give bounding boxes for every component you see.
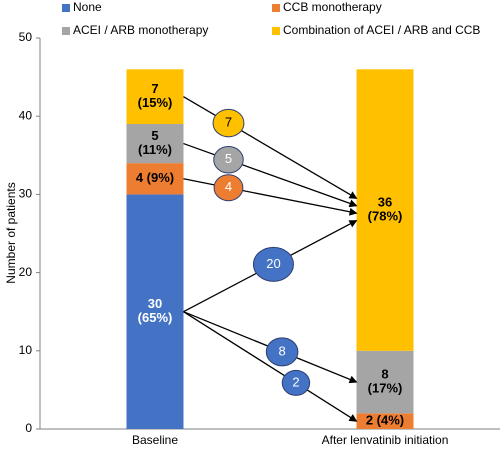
- flow-label: 20: [266, 256, 280, 271]
- flow-arrow: [183, 178, 358, 216]
- legend-swatch: [62, 27, 70, 35]
- x-tick-label: After lenvatinib initiation: [322, 433, 449, 447]
- flow-arrow: [183, 311, 358, 422]
- flow-bubble: [265, 337, 299, 367]
- legend-label: ACEI / ARB monotherapy: [73, 23, 208, 37]
- flow-bubble: [213, 174, 244, 202]
- flow-bubble: [252, 246, 294, 282]
- value-label: (11%): [138, 142, 172, 157]
- flow-label: 2: [292, 374, 299, 389]
- value-label: 36: [378, 194, 392, 209]
- value-label: 4 (9%): [136, 170, 174, 185]
- value-label: 30: [148, 296, 162, 311]
- legend-label: Combination of ACEI / ARB and CCB: [283, 23, 480, 37]
- flow-label: 7: [225, 115, 232, 130]
- bar-segment: [126, 194, 184, 429]
- flow-label: 4: [225, 179, 232, 194]
- value-label: (65%): [138, 310, 173, 325]
- value-label: 5: [151, 128, 158, 143]
- flow-bubble: [213, 145, 244, 174]
- value-label: 2 (4%): [366, 413, 404, 428]
- legend-label: CCB monotherapy: [283, 0, 382, 14]
- bar-segment: [356, 350, 414, 414]
- flow-label: 8: [278, 343, 285, 358]
- y-tick-label: 50: [19, 30, 33, 44]
- legend-swatch: [62, 4, 70, 12]
- flow-bubble: [212, 108, 245, 138]
- bar-segment: [126, 124, 184, 164]
- bar-segment: [126, 69, 184, 125]
- value-label: 8: [381, 367, 388, 382]
- legend-swatch: [272, 4, 280, 12]
- bar-segment: [356, 413, 414, 429]
- y-tick-label: 30: [19, 187, 33, 201]
- y-axis-label: Number of patients: [4, 182, 18, 283]
- value-label: (17%): [368, 381, 403, 396]
- bar-segment: [356, 69, 414, 351]
- value-label: 7: [151, 81, 158, 96]
- flow-bubble: [281, 369, 311, 396]
- y-tick-label: 40: [19, 108, 33, 122]
- y-tick-label: 0: [25, 421, 32, 435]
- value-label: (15%): [138, 95, 173, 110]
- legend-label: None: [73, 0, 102, 14]
- flow-arrow: [183, 96, 358, 199]
- legend-swatch: [272, 27, 280, 35]
- y-tick-label: 20: [19, 265, 33, 279]
- flow-arrow: [183, 142, 358, 208]
- x-tick-label: Baseline: [132, 433, 178, 447]
- y-tick-label: 10: [19, 343, 33, 357]
- bar-segment: [126, 163, 184, 195]
- value-label: (78%): [368, 208, 403, 223]
- flow-label: 5: [225, 151, 232, 166]
